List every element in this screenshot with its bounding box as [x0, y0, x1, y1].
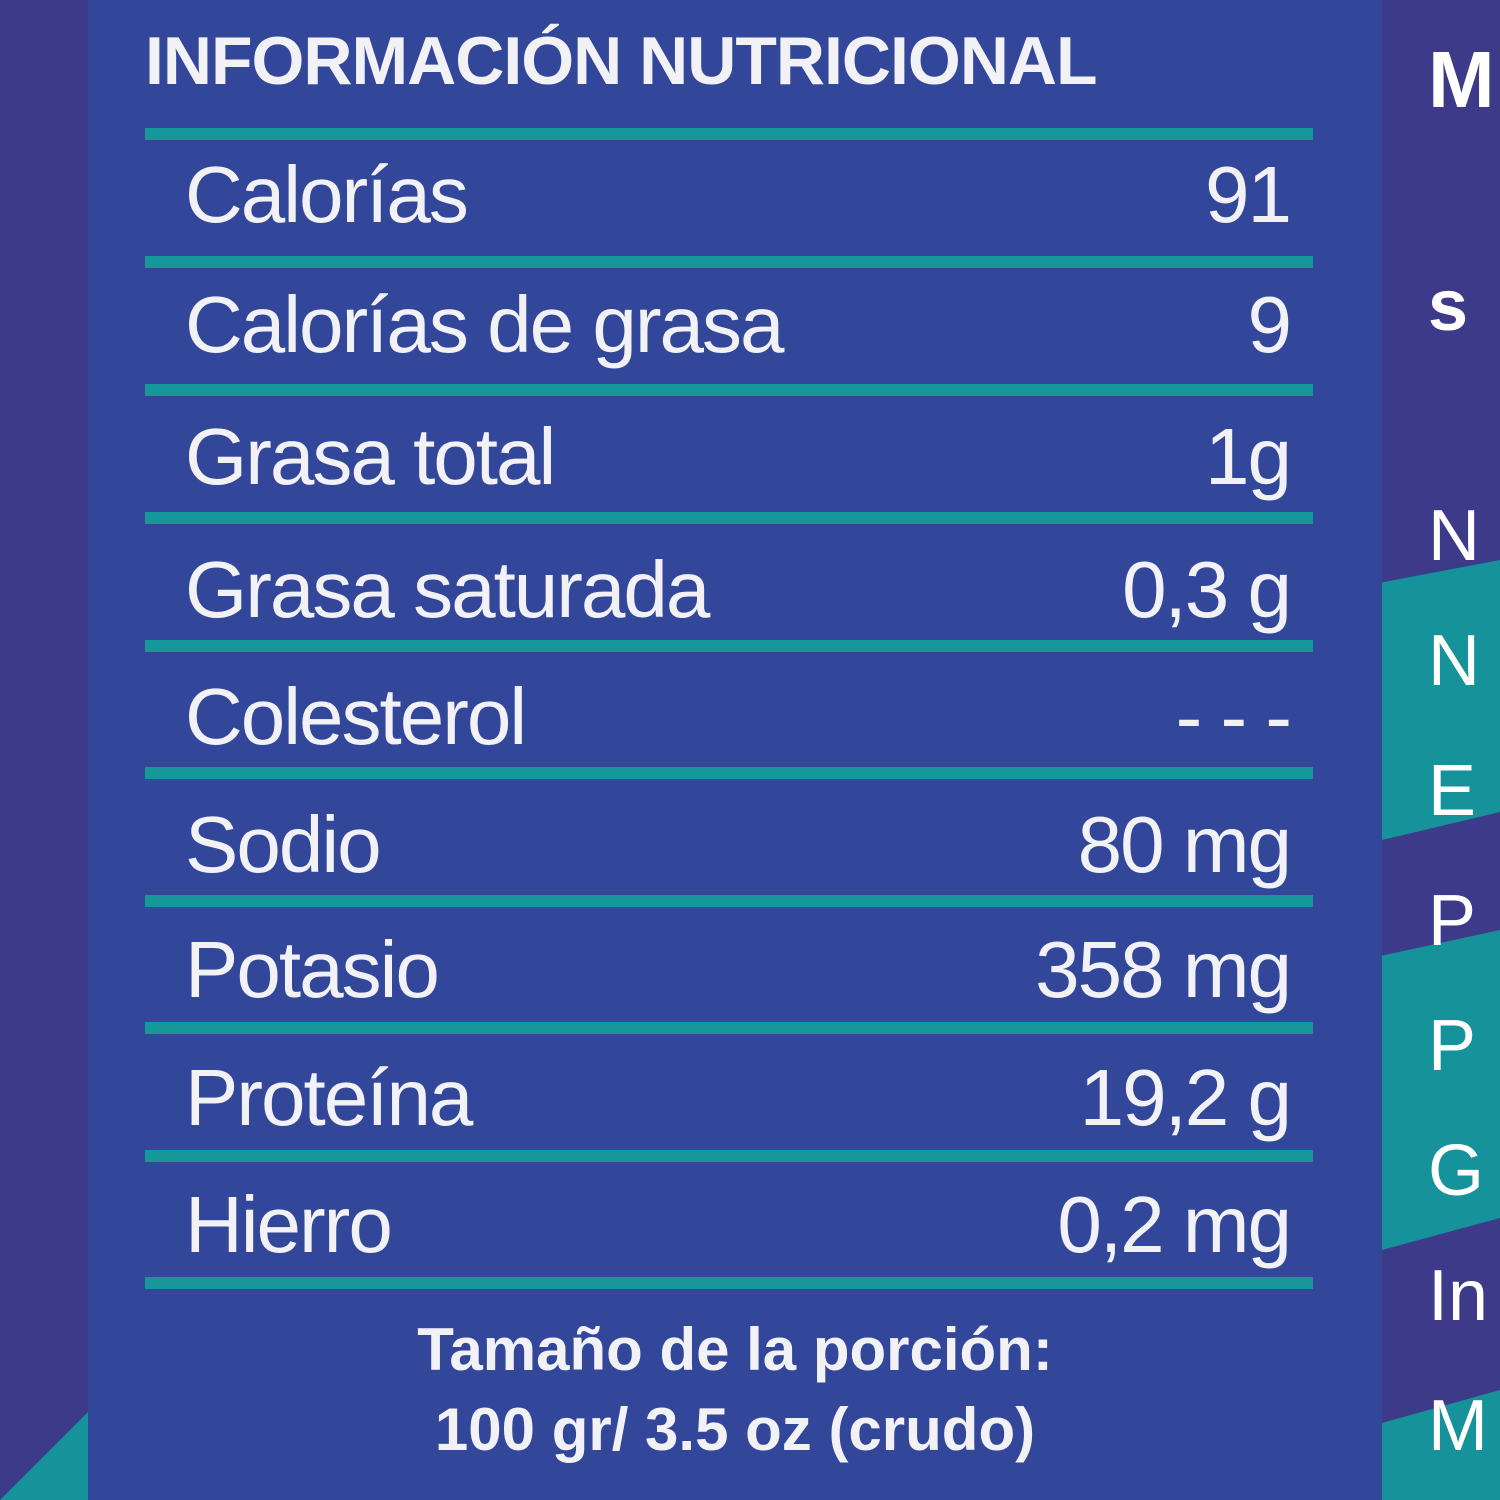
nutrient-row: Calorías de grasa 9: [185, 270, 1292, 380]
divider: [145, 895, 1313, 907]
nutrient-label: Calorías de grasa: [185, 280, 784, 369]
nutrient-value: - - -: [1175, 672, 1292, 761]
nutrient-value: 91: [1205, 150, 1292, 239]
divider: [145, 1277, 1313, 1289]
decor-teal-left: [0, 1410, 90, 1500]
decor-teal-right-1: [1382, 560, 1500, 840]
side-letter: In: [1428, 1256, 1489, 1336]
nutrient-label: Calorías: [185, 150, 469, 239]
nutrient-row: Grasa saturada 0,3 g: [185, 535, 1292, 645]
side-letter: s: [1428, 266, 1469, 346]
nutrient-label: Potasio: [185, 925, 440, 1014]
nutrient-row: Calorías 91: [185, 140, 1292, 250]
side-letter: P: [1428, 1006, 1477, 1086]
nutrition-panel: [88, 0, 1382, 1500]
side-letter: P: [1428, 881, 1477, 961]
nutrient-label: Grasa total: [185, 412, 556, 501]
nutrient-value: 0,2 mg: [1057, 1180, 1292, 1269]
serving-size: Tamaño de la porción: 100 gr/ 3.5 oz (cr…: [88, 1310, 1382, 1470]
side-letter: N: [1428, 496, 1480, 576]
nutrient-value: 0,3 g: [1122, 545, 1292, 634]
divider: [145, 256, 1313, 268]
nutrient-label: Hierro: [185, 1180, 393, 1269]
nutrient-value: 1g: [1205, 412, 1292, 501]
nutrient-row: Grasa total 1g: [185, 402, 1292, 512]
serving-size-label: Tamaño de la porción:: [417, 1316, 1053, 1383]
nutrient-row: Sodio 80 mg: [185, 790, 1292, 900]
nutrient-value: 80 mg: [1077, 800, 1292, 889]
side-letter: E: [1428, 751, 1477, 831]
divider: [145, 1022, 1313, 1034]
nutrient-value: 358 mg: [1035, 925, 1292, 1014]
nutrition-title: INFORMACIÓN NUTRICIONAL: [145, 23, 1098, 99]
nutrient-row: Hierro 0,2 mg: [185, 1170, 1292, 1280]
serving-size-value: 100 gr/ 3.5 oz (crudo): [434, 1396, 1036, 1463]
side-letter: N: [1428, 621, 1480, 701]
decor-teal-right-2: [1382, 930, 1500, 1250]
divider: [145, 640, 1313, 652]
divider: [145, 767, 1313, 779]
nutrient-label: Proteína: [185, 1053, 473, 1142]
side-letter: G: [1428, 1131, 1485, 1211]
divider: [145, 128, 1313, 140]
nutrient-row: Colesterol - - -: [185, 662, 1292, 772]
nutrient-row: Proteína 19,2 g: [185, 1043, 1292, 1153]
nutrient-value: 9: [1247, 280, 1292, 369]
side-letter: M: [1428, 1386, 1488, 1466]
divider: [145, 384, 1313, 396]
nutrient-label: Sodio: [185, 800, 382, 889]
nutrient-row: Potasio 358 mg: [185, 915, 1292, 1025]
divider: [145, 1150, 1313, 1162]
nutrient-label: Colesterol: [185, 672, 527, 761]
divider: [145, 512, 1313, 524]
nutrient-value: 19,2 g: [1079, 1053, 1292, 1142]
side-letter: M: [1428, 35, 1495, 124]
nutrient-label: Grasa saturada: [185, 545, 710, 634]
